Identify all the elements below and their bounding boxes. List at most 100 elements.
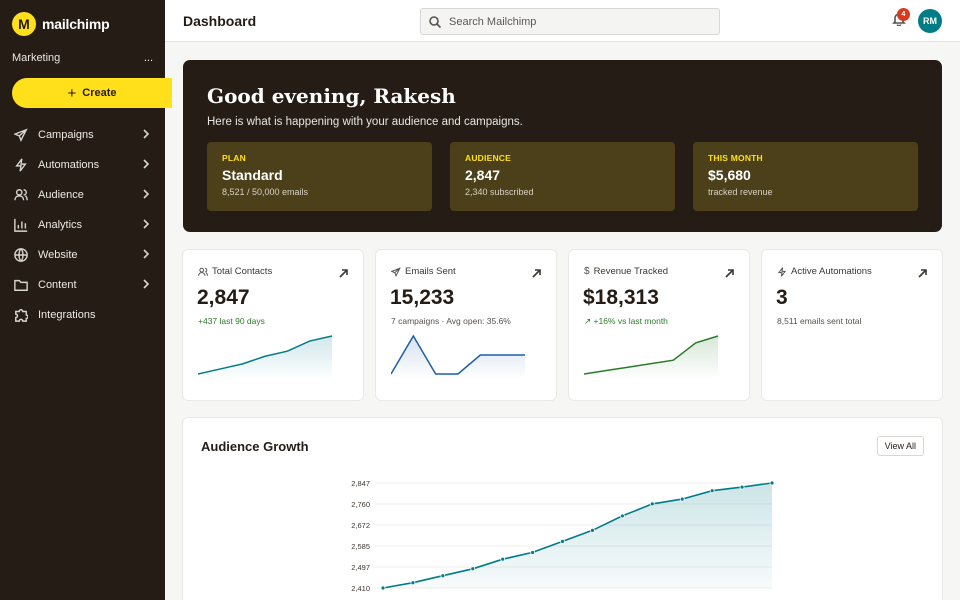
data-point[interactable]	[619, 513, 625, 519]
trend-up-icon: ↗	[584, 316, 592, 326]
card-header: Total Contacts	[198, 266, 272, 277]
sidebar-item-analytics[interactable]: Analytics	[0, 210, 165, 240]
chevron-right-icon	[143, 129, 150, 139]
plus-icon: +	[67, 84, 77, 102]
sparkline	[584, 335, 719, 380]
brand[interactable]: M mailchimp	[12, 12, 110, 36]
dollar-icon: $	[584, 266, 590, 277]
plan-stat: PLAN Standard 8,521 / 50,000 emails	[207, 142, 432, 211]
growth-line	[382, 482, 773, 589]
data-point[interactable]	[679, 496, 685, 502]
sidebar-item-content[interactable]: Content	[0, 270, 165, 300]
bar-chart-icon	[14, 218, 28, 232]
audience-growth-chart: 2,847 2,760 2,672 2,585 2,497 2,410	[351, 479, 775, 593]
data-point[interactable]	[560, 538, 565, 544]
card-note-text: +16% vs last month	[593, 316, 668, 326]
workspace-name: Marketing	[12, 52, 61, 64]
open-arrow-icon[interactable]	[532, 265, 541, 278]
stat-label: AUDIENCE	[465, 153, 511, 163]
greeting: Good evening, Rakesh	[207, 84, 456, 108]
card-value: 3	[776, 286, 788, 309]
open-arrow-icon[interactable]	[339, 265, 348, 278]
y-tick-label: 2,760	[351, 500, 370, 509]
month-stat: THIS MONTH $5,680 tracked revenue	[693, 142, 918, 211]
stat-value: Standard	[222, 167, 283, 183]
sidebar-item-campaigns[interactable]: Campaigns	[0, 120, 165, 150]
growth-area	[383, 483, 772, 588]
data-point[interactable]	[709, 488, 715, 494]
data-point[interactable]	[590, 527, 595, 533]
mailchimp-logo: M	[12, 12, 36, 36]
data-point[interactable]	[769, 480, 775, 486]
data-point[interactable]	[410, 580, 416, 586]
data-point[interactable]	[739, 484, 745, 490]
sidebar-item-automations[interactable]: Automations	[0, 150, 165, 180]
sidebar-item-audience[interactable]: Audience	[0, 180, 165, 210]
y-tick-label: 2,410	[351, 584, 370, 593]
top-bar: Dashboard 4 RM	[165, 0, 960, 42]
workspace-switcher[interactable]: Marketing ...	[12, 52, 153, 64]
chevron-right-icon	[143, 189, 150, 199]
greeting-subtitle: Here is what is happening with your audi…	[207, 116, 523, 128]
sparkline-line	[584, 335, 719, 375]
y-tick-label: 2,672	[351, 521, 370, 530]
sidebar-item-label: Campaigns	[38, 129, 94, 141]
search-input[interactable]	[449, 15, 699, 28]
sidebar-item-integrations[interactable]: Integrations	[0, 300, 165, 330]
chevron-right-icon	[143, 219, 150, 229]
chevron-right-icon	[143, 159, 150, 169]
stat-note: tracked revenue	[708, 187, 773, 197]
folder-icon	[14, 279, 28, 291]
notification-badge: 4	[897, 8, 910, 21]
welcome-banner: Good evening, Rakesh Here is what is hap…	[183, 60, 942, 232]
search-box[interactable]	[420, 8, 720, 35]
card-value: $18,313	[583, 286, 659, 309]
sidebar-item-website[interactable]: Website	[0, 240, 165, 270]
card-header: Emails Sent	[391, 266, 456, 277]
create-button[interactable]: + Create	[12, 78, 172, 108]
search-icon	[429, 15, 441, 28]
audience-stat: AUDIENCE 2,847 2,340 subscribed	[450, 142, 675, 211]
audience-growth-panel: Audience Growth View All 2,847 2,760 2,672…	[183, 418, 942, 600]
stat-value: $5,680	[708, 167, 751, 183]
card-title: Emails Sent	[405, 266, 456, 277]
globe-icon	[14, 248, 28, 262]
sidebar-nav: Campaigns Automations Audience Analytics	[0, 120, 165, 330]
card-note: 7 campaigns · Avg open: 35.6%	[391, 316, 511, 326]
open-arrow-icon[interactable]	[918, 265, 927, 278]
card-header: Active Automations	[777, 266, 872, 277]
card-note: 8,511 emails sent total	[777, 316, 862, 326]
card-note: ↗ +16% vs last month	[584, 316, 668, 327]
data-point[interactable]	[380, 585, 386, 591]
chevron-right-icon	[143, 249, 150, 259]
sidebar-item-label: Audience	[38, 189, 84, 201]
stat-note: 8,521 / 50,000 emails	[222, 187, 309, 197]
y-tick-label: 2,497	[351, 563, 370, 572]
card-note: +437 last 90 days	[198, 316, 265, 326]
sparkline	[391, 334, 525, 380]
send-icon	[391, 266, 401, 277]
data-point[interactable]	[470, 566, 476, 572]
bolt-icon	[777, 266, 787, 277]
sidebar-item-label: Content	[38, 279, 77, 291]
metric-card-active-automations[interactable]: Active Automations 3 8,511 emails sent t…	[762, 250, 942, 400]
metric-card-total-contacts[interactable]: Total Contacts 2,847 +437 last 90 days	[183, 250, 363, 400]
metric-card-emails-sent[interactable]: Emails Sent 15,233 7 campaigns · Avg ope…	[376, 250, 556, 400]
sparkline-area	[198, 336, 332, 380]
data-point[interactable]	[530, 550, 536, 555]
card-header: $ Revenue Tracked	[584, 266, 668, 277]
data-point[interactable]	[500, 556, 506, 562]
avatar[interactable]: RM	[918, 9, 942, 33]
card-title: Revenue Tracked	[593, 266, 669, 277]
open-arrow-icon[interactable]	[725, 265, 734, 278]
data-point[interactable]	[440, 573, 446, 579]
data-point[interactable]	[649, 501, 655, 507]
sidebar-item-label: Website	[38, 249, 78, 261]
metric-card-revenue-tracked[interactable]: $ Revenue Tracked $18,313 ↗ +16% vs last…	[569, 250, 749, 400]
view-all-button[interactable]: View All	[876, 436, 924, 456]
more-icon[interactable]: ...	[143, 52, 153, 64]
stat-label: PLAN	[222, 153, 246, 163]
panel-title: Audience Growth	[201, 439, 309, 454]
create-label: Create	[82, 87, 117, 99]
